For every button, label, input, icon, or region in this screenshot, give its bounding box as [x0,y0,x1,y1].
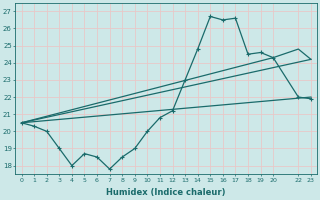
X-axis label: Humidex (Indice chaleur): Humidex (Indice chaleur) [107,188,226,197]
